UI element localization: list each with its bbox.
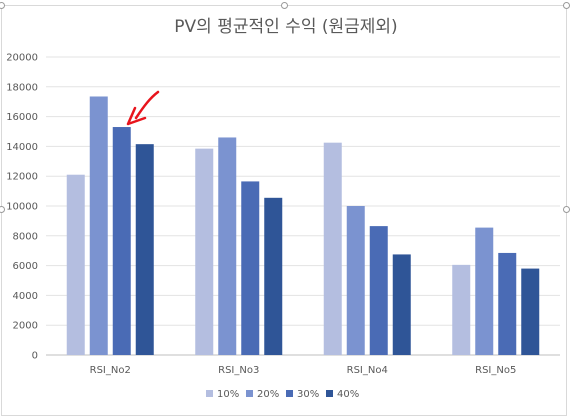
- arrow-shaft: [134, 90, 160, 120]
- legend-swatch: [206, 390, 213, 397]
- x-category-label: RSI_No5: [475, 365, 516, 376]
- legend-label: 30%: [297, 389, 319, 400]
- y-tick-label: 4000: [13, 291, 38, 302]
- y-tick-label: 10000: [6, 202, 38, 213]
- y-axis-ticks: 0 2000 4000 6000 8000 10000 12000 14000 16000 180…: [6, 53, 38, 362]
- x-axis-labels: RSI_No2 RSI_No3 RSI_No4 RSI_No5: [90, 365, 517, 376]
- bar-RSI_No3-20%: [218, 137, 237, 355]
- bar-RSI_No5-10%: [452, 264, 471, 355]
- resize-handle-right-middle[interactable]: [563, 206, 570, 213]
- bar-RSI_No4-20%: [346, 206, 365, 355]
- y-tick-label: 2000: [13, 321, 38, 332]
- x-category-label: RSI_No4: [347, 365, 388, 376]
- legend-swatch: [246, 390, 253, 397]
- y-tick-label: 20000: [6, 53, 38, 64]
- bar-RSI_No5-40%: [521, 268, 540, 355]
- resize-handle-left-middle[interactable]: [0, 206, 5, 213]
- resize-handle-top-middle[interactable]: [281, 2, 288, 9]
- y-tick-label: 0: [32, 351, 38, 362]
- gridlines: [46, 56, 560, 356]
- x-category-label: RSI_No3: [218, 365, 259, 376]
- y-tick-label: 16000: [6, 112, 38, 123]
- bar-RSI_No3-40%: [264, 197, 283, 355]
- y-tick-label: 6000: [13, 261, 38, 272]
- legend-label: 10%: [217, 389, 239, 400]
- bar-RSI_No4-10%: [323, 142, 342, 355]
- bars: [66, 96, 540, 356]
- bar-RSI_No3-30%: [241, 181, 260, 355]
- x-category-label: RSI_No2: [90, 365, 131, 376]
- legend-swatch: [286, 390, 293, 397]
- legend-label: 20%: [257, 389, 279, 400]
- bar-RSI_No5-20%: [475, 227, 494, 355]
- bar-RSI_No2-30%: [112, 127, 131, 355]
- resize-handle-top-left[interactable]: [0, 2, 5, 9]
- chart-title: PV의 평균적인 수익 (원금제외): [174, 17, 397, 37]
- legend-label: 40%: [337, 389, 359, 400]
- arrow-head: [126, 106, 147, 126]
- y-tick-label: 8000: [13, 231, 38, 242]
- bar-RSI_No5-30%: [498, 252, 517, 355]
- bar-RSI_No2-20%: [89, 96, 108, 356]
- y-tick-label: 14000: [6, 142, 38, 153]
- bar-RSI_No2-10%: [66, 174, 85, 355]
- bar-RSI_No2-40%: [135, 144, 154, 355]
- red-arrow-annotation: [126, 90, 160, 126]
- resize-handle-top-right[interactable]: [563, 2, 570, 9]
- y-tick-label: 12000: [6, 172, 38, 183]
- legend-swatch: [326, 390, 333, 397]
- bar-RSI_No3-10%: [195, 148, 214, 355]
- y-tick-label: 18000: [6, 82, 38, 93]
- legend: 10% 20% 30% 40%: [206, 389, 359, 400]
- bar-RSI_No4-40%: [392, 254, 411, 355]
- bar-RSI_No4-30%: [369, 226, 388, 355]
